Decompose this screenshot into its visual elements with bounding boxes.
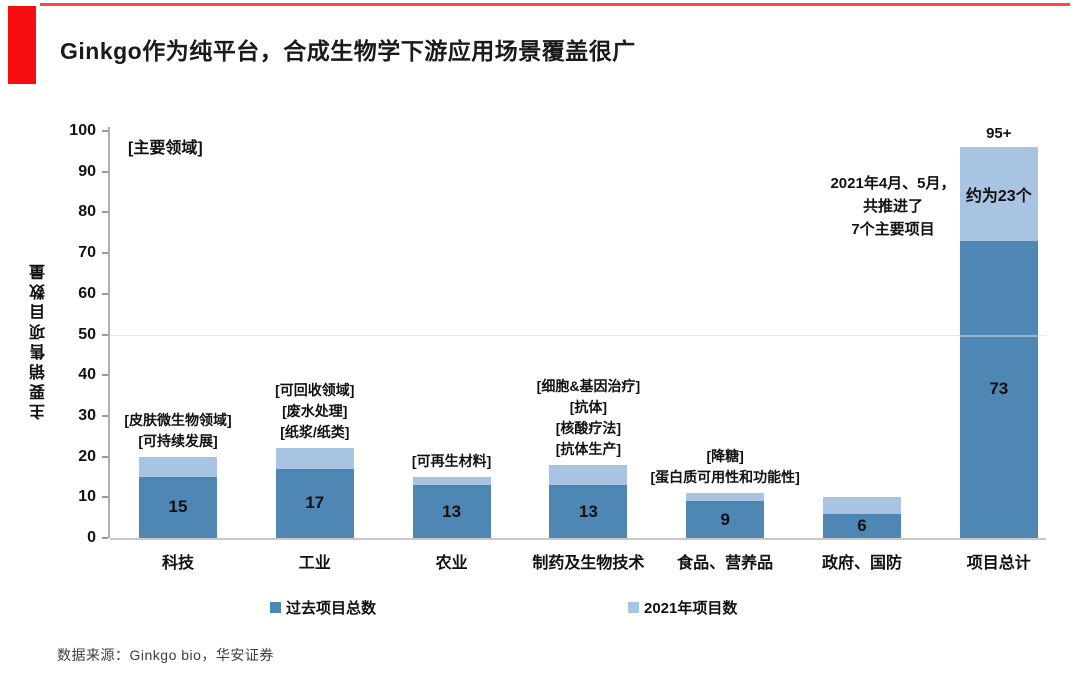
y-tick-mark bbox=[102, 414, 108, 417]
y-tick-mark bbox=[102, 496, 108, 499]
bar-segment-past bbox=[549, 485, 628, 538]
gridline-50 bbox=[110, 334, 1046, 336]
y-tick-label: 100 bbox=[69, 122, 96, 139]
bar-value-label: 13 bbox=[442, 501, 462, 521]
y-tick-label: 80 bbox=[78, 203, 96, 221]
bar-value-label: 6 bbox=[857, 515, 867, 535]
bar-value-label: 73 bbox=[989, 379, 1009, 399]
red-accent-block bbox=[8, 6, 36, 84]
plot-note: [主要领域] bbox=[128, 140, 203, 157]
bar-segment-past bbox=[412, 485, 491, 538]
bar-segment-2021 bbox=[275, 448, 354, 469]
legend-label: 过去项目总数 bbox=[286, 600, 377, 617]
y-tick-mark bbox=[102, 374, 108, 377]
legend-item: 2021年项目数 bbox=[628, 597, 737, 618]
bar-segment-2021 bbox=[959, 147, 1038, 241]
bar-segment-2021 bbox=[139, 456, 217, 477]
y-tick-mark bbox=[102, 292, 108, 295]
x-axis-line bbox=[110, 538, 1046, 540]
y-tick-label: 50 bbox=[78, 325, 96, 343]
y-tick-mark bbox=[102, 537, 108, 539]
y-tick-label: 0 bbox=[87, 529, 96, 546]
bar-segment-2021 bbox=[686, 493, 765, 502]
legend-item: 过去项目总数 bbox=[270, 597, 376, 618]
bar-segment-past bbox=[959, 240, 1038, 538]
bar-segment-2021 bbox=[412, 476, 491, 486]
category-label: 科技 bbox=[161, 555, 194, 572]
category-label: 项目总计 bbox=[966, 555, 1031, 572]
bar-annotation: [降糖] [蛋白质可用性和功能性] bbox=[650, 448, 800, 486]
legend-swatch-icon bbox=[270, 602, 281, 613]
legend-swatch-icon bbox=[628, 602, 639, 613]
page-title: Ginkgo作为纯平台，合成生物学下游应用场景覆盖很广 bbox=[60, 38, 636, 64]
y-tick-label: 90 bbox=[78, 162, 96, 180]
bar-annotation: [细胞&基因治疗] [抗体] [核酸疗法] [抗体生产] bbox=[536, 377, 641, 457]
y-axis-line bbox=[108, 127, 110, 538]
bar-segment-past bbox=[823, 513, 901, 538]
y-tick-label: 30 bbox=[78, 406, 96, 424]
category-label: 制药及生物技术 bbox=[532, 555, 645, 572]
y-tick-mark bbox=[102, 455, 108, 458]
source-note: 数据来源：Ginkgo bio，华安证券 bbox=[57, 647, 274, 663]
bar-annotation: [皮肤微生物领域] [可持续发展] bbox=[124, 411, 232, 449]
bar-value-label: 17 bbox=[305, 493, 325, 513]
legend-label: 2021年项目数 bbox=[644, 600, 738, 617]
bar-segment-2021 bbox=[549, 464, 628, 486]
bar-segment-past bbox=[139, 476, 217, 538]
y-tick-label: 40 bbox=[78, 366, 96, 384]
category-label: 工业 bbox=[298, 555, 331, 572]
y-tick-label: 20 bbox=[78, 447, 96, 465]
y-tick-mark bbox=[102, 130, 108, 132]
category-label: 农业 bbox=[435, 555, 468, 572]
bar-total-label: 95+ bbox=[986, 125, 1012, 143]
y-tick-mark bbox=[102, 170, 108, 173]
bar-segment-past bbox=[686, 501, 765, 538]
y-tick-mark bbox=[102, 252, 108, 255]
bar-value-label: 13 bbox=[578, 501, 598, 521]
side-note: 2021年4月、5月， 共推进了 7个主要项目 bbox=[830, 175, 956, 238]
bar-value-label: 15 bbox=[168, 497, 188, 517]
chart-legend: 过去项目总数 2021年项目数 bbox=[0, 595, 1080, 619]
y-tick-label: 60 bbox=[78, 284, 96, 302]
bar-segment-2021 bbox=[823, 497, 901, 514]
y-tick-mark bbox=[102, 333, 108, 336]
category-label: 食品、营养品 bbox=[677, 555, 774, 572]
bar-segment-past bbox=[275, 468, 354, 538]
category-label: 政府、国防 bbox=[821, 555, 902, 572]
bar-annotation: [可回收领域] [废水处理] [纸浆/纸类] bbox=[275, 382, 355, 441]
top-divider-line bbox=[40, 3, 1070, 6]
y-tick-mark bbox=[102, 211, 108, 214]
gridline-50-overlay bbox=[110, 334, 1046, 337]
bar-value-label: 9 bbox=[720, 509, 730, 529]
bar-2021-segment-label: 约为23个 bbox=[965, 188, 1032, 206]
y-tick-label: 70 bbox=[78, 244, 96, 262]
bar-annotation: [可再生材料] bbox=[411, 452, 492, 469]
y-tick-label: 10 bbox=[78, 488, 96, 506]
